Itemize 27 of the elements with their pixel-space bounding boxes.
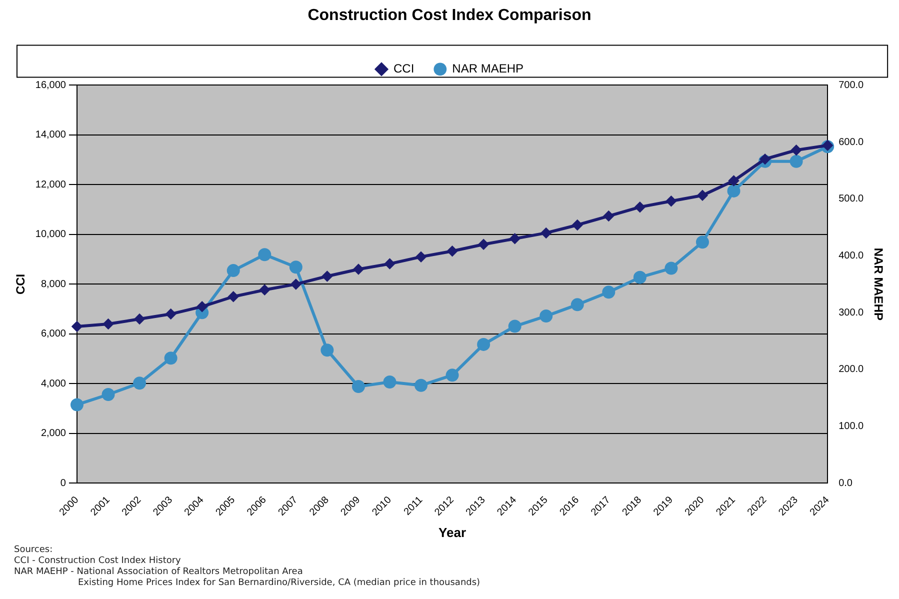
y-tick-label: 0 [60,478,66,489]
text: Existing Home Prices Index for San Bernardino/Riverside, CA (median price in thousands) [78,578,482,589]
y-tick-label: 12,000 [35,179,66,190]
y2-axis-title: NAR MAEHP [871,248,886,321]
y2-tick-label: 500.0 [838,194,864,205]
y2-tick-label: 400.0 [838,250,864,262]
y2-tick-label: 700.0 [838,80,864,91]
y2-tick-label: 300.0 [838,307,864,318]
legend-label: CCI [393,62,414,76]
y-tick-label: 16,000 [35,80,66,91]
x-axis-title: Year [438,524,466,540]
y-tick-label: 2,000 [40,428,66,440]
y-axis-title: CCI [14,274,28,295]
source-note: Sources: [14,545,54,556]
y-tick-label: 4,000 [40,378,66,390]
y2-tick-label: 600.0 [838,136,864,148]
y-tick-label: 8,000 [40,278,66,290]
legend-label: NAR MAEHP [452,62,524,76]
y2-tick-label: 200.0 [838,364,864,376]
text: NAR MAEHP - National Association of Realtors Metropolitan Area [14,567,304,578]
y-tick-label: 14,000 [35,130,66,141]
chart-title: Construction Cost Index Comparison [308,7,592,24]
y2-tick-label: 100.0 [838,421,864,432]
y-tick-label: 6,000 [40,328,66,340]
y-tick-label: 10,000 [35,229,66,240]
text: CCI - Construction Cost Index History [14,556,182,567]
y2-tick-label: 0.0 [838,478,853,489]
